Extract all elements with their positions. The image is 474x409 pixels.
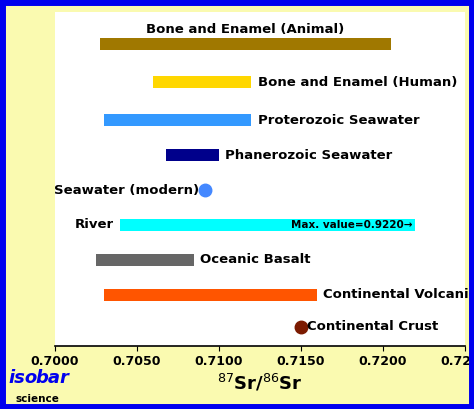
- Bar: [166, 149, 219, 161]
- Bar: [120, 219, 415, 231]
- Bar: [104, 114, 251, 126]
- Text: Bone and Enamel (Human): Bone and Enamel (Human): [258, 76, 457, 89]
- Bar: [153, 76, 251, 88]
- Text: Oceanic Basalt: Oceanic Basalt: [201, 254, 311, 266]
- Text: Proterozoic Seawater: Proterozoic Seawater: [258, 114, 419, 127]
- Text: Continental Volcanics: Continental Volcanics: [323, 288, 474, 301]
- Bar: [104, 289, 317, 301]
- Text: Continental Crust: Continental Crust: [307, 320, 438, 333]
- Text: science: science: [16, 394, 60, 404]
- Text: River: River: [74, 218, 114, 231]
- Bar: [100, 38, 391, 50]
- Text: Phanerozoic Seawater: Phanerozoic Seawater: [225, 148, 392, 162]
- Text: Bone and Enamel (Animal): Bone and Enamel (Animal): [146, 23, 345, 36]
- Text: bar: bar: [35, 369, 69, 387]
- Text: Max. value=0.9220→: Max. value=0.9220→: [291, 220, 412, 230]
- Text: Seawater (modern): Seawater (modern): [54, 184, 199, 197]
- Text: iso: iso: [9, 369, 38, 387]
- Bar: [95, 254, 194, 266]
- X-axis label: $^{87}$Sr/$^{86}$Sr: $^{87}$Sr/$^{86}$Sr: [217, 373, 302, 393]
